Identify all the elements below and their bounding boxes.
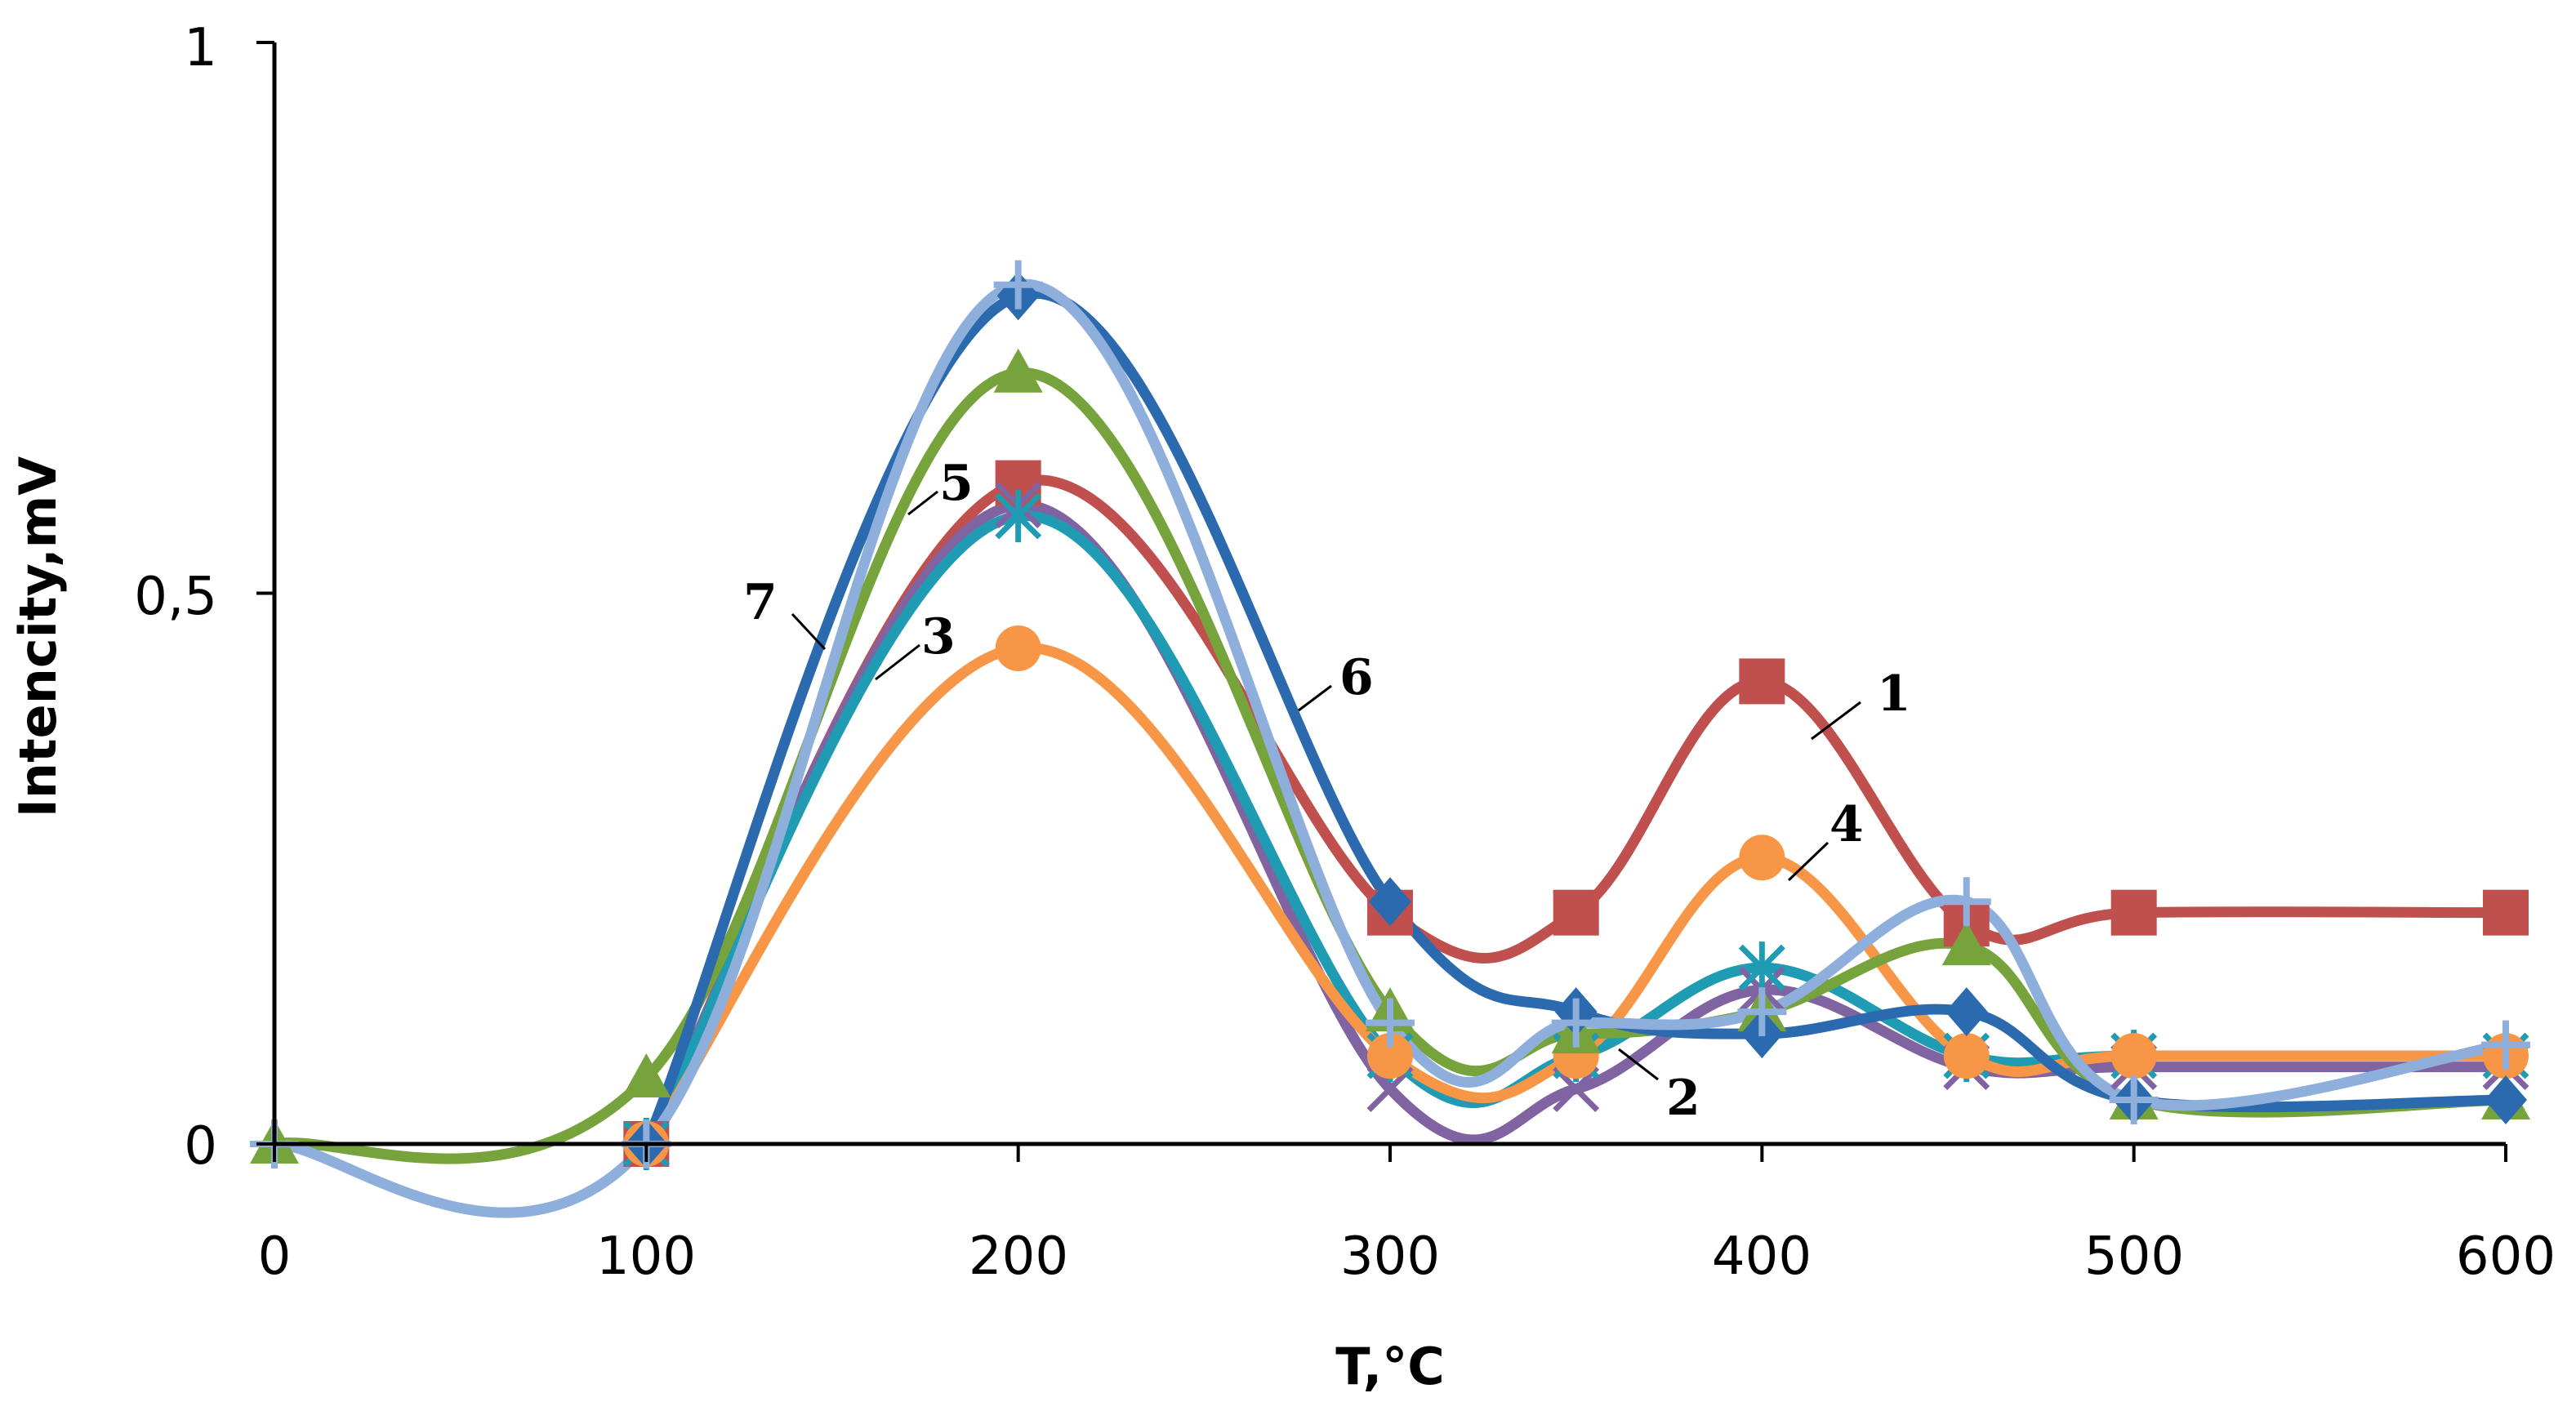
leader-line-5 bbox=[907, 490, 938, 516]
leader-line-1 bbox=[1811, 701, 1861, 741]
series-line-5 bbox=[269, 367, 2511, 1164]
x-tick-label-500: 500 bbox=[2084, 1226, 2184, 1287]
x-tick-label-400: 400 bbox=[1712, 1226, 1812, 1287]
x-tick-label-600: 600 bbox=[2456, 1226, 2556, 1287]
series-7-point-600 bbox=[2481, 1020, 2530, 1070]
curve-label-4: 4 bbox=[1829, 796, 1864, 853]
series-6-point-600 bbox=[2485, 1075, 2527, 1125]
y-axis-title: Intencity,mV bbox=[8, 456, 68, 817]
curve-label-2: 2 bbox=[1666, 1070, 1700, 1127]
leader-line-2 bbox=[1618, 1048, 1659, 1081]
series-3-point-200 bbox=[995, 490, 1042, 543]
y-tick-label-0: 0 bbox=[184, 1116, 217, 1177]
curve-label-5: 5 bbox=[939, 455, 974, 512]
axis-ticks bbox=[256, 41, 2507, 1162]
leader-line-4 bbox=[1787, 841, 1829, 882]
x-tick-label-0: 0 bbox=[258, 1226, 292, 1287]
series-1-point-600 bbox=[2483, 889, 2529, 936]
leader-line-3 bbox=[875, 643, 920, 681]
series-6-point-300 bbox=[1369, 877, 1411, 927]
curve-label-3: 3 bbox=[921, 608, 956, 665]
series-lines bbox=[269, 278, 2511, 1218]
y-tick-label-1: 1 bbox=[184, 18, 217, 78]
series-7-point-500 bbox=[2109, 1075, 2159, 1125]
series-1-point-400 bbox=[1739, 658, 1785, 705]
series-5-point-200 bbox=[993, 348, 1043, 393]
series-5-point-455 bbox=[1941, 921, 1991, 966]
curve-label-6: 6 bbox=[1339, 649, 1374, 706]
series-7-point-455 bbox=[1941, 877, 1991, 927]
series-7-point-400 bbox=[1737, 987, 1787, 1037]
curve-label-7: 7 bbox=[743, 574, 778, 631]
x-axis-title: T,°C bbox=[1335, 1337, 1445, 1396]
series-5-point-100 bbox=[622, 1053, 671, 1098]
series-1-point-350 bbox=[1553, 889, 1599, 936]
series-1-point-500 bbox=[2110, 889, 2157, 936]
series-7-point-200 bbox=[993, 260, 1043, 309]
x-tick-label-100: 100 bbox=[596, 1226, 696, 1287]
series-2-point-350 bbox=[1553, 1066, 1600, 1113]
series-markers bbox=[250, 260, 2530, 1170]
series-7-point-350 bbox=[1551, 998, 1601, 1048]
leader-line-6 bbox=[1298, 684, 1332, 712]
series-4-point-200 bbox=[995, 625, 1041, 671]
series-6-point-455 bbox=[1945, 987, 1988, 1037]
series-line-7 bbox=[269, 278, 2511, 1218]
x-tick-label-300: 300 bbox=[1340, 1226, 1440, 1287]
series-4-point-500 bbox=[2110, 1033, 2157, 1079]
series-4-point-300 bbox=[1367, 1033, 1413, 1079]
leader-line-7 bbox=[791, 612, 827, 651]
x-tick-label-200: 200 bbox=[969, 1226, 1068, 1287]
curve-label-1: 1 bbox=[1877, 665, 1911, 723]
series-2-point-300 bbox=[1366, 1066, 1414, 1113]
series-3-point-400 bbox=[1738, 941, 1785, 995]
series-4-point-455 bbox=[1943, 1033, 1990, 1079]
series-4-point-400 bbox=[1739, 835, 1785, 881]
y-tick-label-0-5: 0,5 bbox=[134, 567, 217, 627]
series-7-point-300 bbox=[1366, 998, 1415, 1048]
